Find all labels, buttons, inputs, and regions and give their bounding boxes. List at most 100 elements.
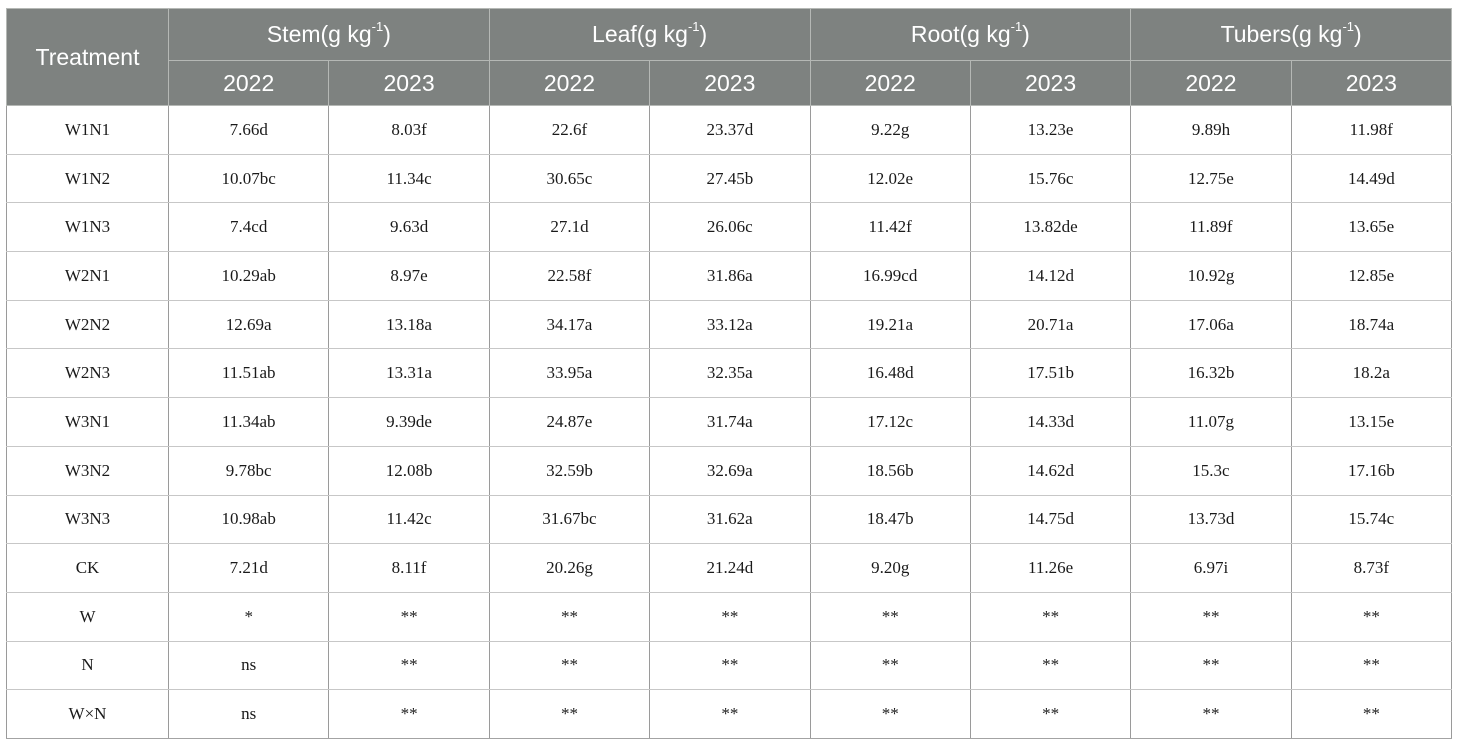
value-cell: 26.06c <box>649 202 811 253</box>
table-row: W1N3 7.4cd 9.63d 27.1d 26.06c 11.42f 13.82de 11… <box>6 202 1453 253</box>
value-cell: ** <box>328 591 490 642</box>
value-cell: ** <box>649 591 811 642</box>
value-cell: ns <box>167 689 330 739</box>
treatment-cell: W3N1 <box>6 397 169 447</box>
table-row: CK 7.21d 8.11f 20.26g 21.24d 9.20g 11.26e 6.97i… <box>6 543 1453 593</box>
stem-group-header: Stem(g kg-1) <box>168 8 490 61</box>
value-cell: 13.31a <box>328 348 490 399</box>
value-cell: 15.76c <box>969 153 1132 204</box>
value-cell: 22.6f <box>488 105 651 155</box>
value-cell: 32.59b <box>488 445 651 496</box>
treatment-cell: W2N3 <box>6 348 169 399</box>
value-cell: ** <box>969 591 1132 642</box>
value-cell: 17.51b <box>969 348 1132 399</box>
table-row: W * ** ** ** ** ** ** ** <box>6 591 1453 642</box>
value-cell: 10.92g <box>1130 251 1292 301</box>
tubers-group-header: Tubers(g kg-1) <box>1130 8 1452 61</box>
value-cell: 13.82de <box>969 202 1132 253</box>
year-header-leaf-2022: 2022 <box>488 60 651 106</box>
value-cell: 31.62a <box>649 494 811 545</box>
value-cell: 31.67bc <box>488 494 651 545</box>
value-cell: 31.74a <box>649 397 811 447</box>
value-cell: 17.16b <box>1290 445 1453 496</box>
value-cell: ns <box>167 640 330 691</box>
value-cell: 9.89h <box>1130 105 1292 155</box>
value-cell: 21.24d <box>649 543 811 593</box>
treatment-cell: W1N3 <box>6 202 169 253</box>
value-cell: ** <box>809 640 971 691</box>
value-cell: 11.07g <box>1130 397 1292 447</box>
group-label-base: Root(g kg <box>910 21 1011 47</box>
table-row: W2N2 12.69a 13.18a 34.17a 33.12a 19.21a 20.71a… <box>6 299 1453 350</box>
table-row: W1N2 10.07bc 11.34c 30.65c 27.45b 12.02e 15.76… <box>6 153 1453 204</box>
treatment-cell: W×N <box>6 689 169 739</box>
leaf-group-header: Leaf(g kg-1) <box>488 8 811 61</box>
value-cell: 23.37d <box>649 105 811 155</box>
value-cell: ** <box>969 640 1132 691</box>
value-cell: ** <box>809 591 971 642</box>
value-cell: 14.12d <box>969 251 1132 301</box>
value-cell: 13.73d <box>1130 494 1292 545</box>
treatment-cell: W3N3 <box>6 494 169 545</box>
value-cell: 12.02e <box>809 153 971 204</box>
value-cell: 8.03f <box>328 105 490 155</box>
value-cell: 16.48d <box>809 348 971 399</box>
root-group-header: Root(g kg-1) <box>809 8 1132 61</box>
value-cell: ** <box>1290 689 1453 739</box>
value-cell: ** <box>488 640 651 691</box>
value-cell: 22.58f <box>488 251 651 301</box>
table-row: W2N1 10.29ab 8.97e 22.58f 31.86a 16.99cd 14.12… <box>6 251 1453 301</box>
value-cell: 10.29ab <box>167 251 330 301</box>
group-label-close: ) <box>1354 21 1362 47</box>
value-cell: 34.17a <box>488 299 651 350</box>
value-cell: ** <box>488 689 651 739</box>
treatment-cell: N <box>6 640 169 691</box>
value-cell: ** <box>488 591 651 642</box>
value-cell: 8.11f <box>328 543 490 593</box>
superscript-exponent: -1 <box>1010 19 1023 35</box>
value-cell: 18.74a <box>1290 299 1453 350</box>
value-cell: 14.33d <box>969 397 1132 447</box>
value-cell: 15.74c <box>1290 494 1453 545</box>
table-row: W3N3 10.98ab 11.42c 31.67bc 31.62a 18.47b 14.7… <box>6 494 1453 545</box>
value-cell: 16.99cd <box>809 251 971 301</box>
value-cell: 14.75d <box>969 494 1132 545</box>
value-cell: 13.65e <box>1290 202 1453 253</box>
value-cell: 11.34ab <box>167 397 330 447</box>
value-cell: 18.47b <box>809 494 971 545</box>
value-cell: 12.08b <box>328 445 490 496</box>
table-header: Treatment Stem(g kg-1) Leaf(g kg-1) Root… <box>6 8 1453 106</box>
stem-group-label: Stem(g kg-1) <box>267 19 391 47</box>
value-cell: 9.20g <box>809 543 971 593</box>
table-row: W1N1 7.66d 8.03f 22.6f 23.37d 9.22g 13.23e 9.89… <box>6 105 1453 155</box>
value-cell: 12.69a <box>167 299 330 350</box>
value-cell: 7.21d <box>167 543 330 593</box>
value-cell: 19.21a <box>809 299 971 350</box>
value-cell: 9.39de <box>328 397 490 447</box>
value-cell: ** <box>1290 591 1453 642</box>
value-cell: ** <box>809 689 971 739</box>
treatment-cell: W2N2 <box>6 299 169 350</box>
table-row: W3N1 11.34ab 9.39de 24.87e 31.74a 17.12c 14.33… <box>6 397 1453 447</box>
year-header-root-2022: 2022 <box>809 60 971 106</box>
group-label-close: ) <box>1022 21 1030 47</box>
leaf-group-label: Leaf(g kg-1) <box>592 19 707 47</box>
value-cell: 33.12a <box>649 299 811 350</box>
year-header-stem-2023: 2023 <box>328 60 490 106</box>
value-cell: 6.97i <box>1130 543 1292 593</box>
value-cell: 11.98f <box>1290 105 1453 155</box>
table-row: W×N ns ** ** ** ** ** ** ** <box>6 689 1453 739</box>
nutrient-content-table: Treatment Stem(g kg-1) Leaf(g kg-1) Root… <box>6 8 1453 739</box>
value-cell: 15.3c <box>1130 445 1292 496</box>
value-cell: 20.71a <box>969 299 1132 350</box>
value-cell: 24.87e <box>488 397 651 447</box>
value-cell: 11.34c <box>328 153 490 204</box>
value-cell: 13.15e <box>1290 397 1453 447</box>
treatment-cell: W1N1 <box>6 105 169 155</box>
value-cell: ** <box>328 689 490 739</box>
value-cell: 11.26e <box>969 543 1132 593</box>
value-cell: 18.56b <box>809 445 971 496</box>
value-cell: * <box>167 591 330 642</box>
treatment-cell: W3N2 <box>6 445 169 496</box>
